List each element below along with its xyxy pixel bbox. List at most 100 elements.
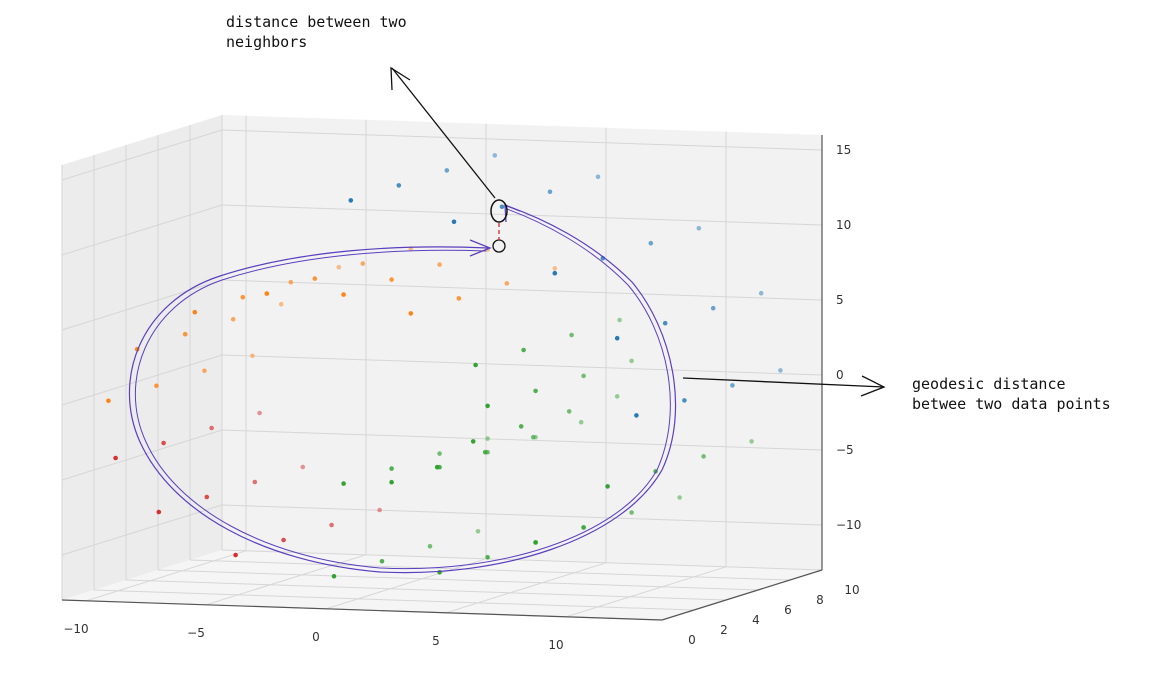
y-tick-label: 2 <box>720 623 728 637</box>
data-point <box>154 383 159 389</box>
gridline-y <box>125 579 727 601</box>
gridline-y <box>221 549 823 571</box>
gridline-x <box>565 566 727 618</box>
arrowhead-right-icon <box>469 239 492 257</box>
data-point <box>377 507 382 513</box>
annotation-layer <box>128 66 886 574</box>
data-point <box>348 198 354 203</box>
data-point <box>252 479 258 485</box>
gridline-y <box>157 569 759 591</box>
data-point <box>240 294 246 300</box>
data-point <box>629 358 634 364</box>
data-point <box>662 320 668 326</box>
y-tick-label: 6 <box>784 603 792 617</box>
x-tick-label: 5 <box>432 634 440 648</box>
data-point <box>156 509 162 515</box>
floor-pane <box>62 550 822 620</box>
geodesic-path-second-stroke <box>134 208 671 570</box>
data-point <box>552 270 558 276</box>
data-point <box>605 484 610 489</box>
left-pane <box>62 115 222 600</box>
data-point <box>106 398 111 404</box>
data-point <box>710 305 716 311</box>
data-point <box>552 266 558 271</box>
data-point <box>288 279 294 285</box>
y-tick-label: 4 <box>752 613 760 627</box>
data-point <box>521 347 526 353</box>
arrowhead-icon <box>390 66 411 91</box>
data-point <box>312 276 318 281</box>
data-point <box>230 316 236 322</box>
data-point <box>482 449 488 455</box>
geodesic-annotation: geodesic distance betwee two data points <box>912 374 1111 414</box>
data-point <box>300 464 306 470</box>
back-pane <box>222 115 822 570</box>
y-tick-label: 10 <box>844 583 859 597</box>
x-axis-line <box>61 599 663 621</box>
data-point <box>161 440 166 446</box>
data-point <box>504 281 510 286</box>
z-tick-label: 0 <box>836 368 844 382</box>
data-point <box>331 574 337 579</box>
geodesic-pointer-arrow <box>682 377 885 388</box>
data-point <box>389 277 394 282</box>
data-point <box>682 398 687 403</box>
data-point <box>281 537 286 543</box>
data-point <box>379 559 385 564</box>
data-point <box>533 540 538 545</box>
data-points <box>106 153 783 579</box>
neighbors-annotation: distance between two neighbors <box>226 12 407 52</box>
geodesic-annotation-line2: betwee two data points <box>912 395 1111 413</box>
data-point <box>485 403 490 409</box>
data-point <box>595 174 601 180</box>
data-point <box>257 410 262 416</box>
gridline-z <box>61 429 223 481</box>
data-point <box>264 291 270 296</box>
data-point <box>614 394 620 399</box>
data-point <box>470 439 476 444</box>
data-point <box>434 464 440 470</box>
gridline-z <box>221 129 823 151</box>
data-point <box>437 570 442 575</box>
data-point <box>569 332 574 338</box>
data-point <box>336 264 342 270</box>
gridline-x <box>85 550 247 602</box>
data-point <box>437 262 442 267</box>
gridline-z <box>61 129 223 181</box>
data-point <box>749 439 754 444</box>
z-tick-label: −10 <box>836 518 861 532</box>
data-point <box>341 481 346 486</box>
gridlines <box>61 115 823 621</box>
data-point <box>233 552 238 558</box>
gridline-z <box>221 279 823 301</box>
gridline-z <box>61 279 223 331</box>
data-point <box>451 219 457 225</box>
data-point <box>758 290 764 296</box>
data-point <box>617 317 622 323</box>
data-point <box>192 309 198 315</box>
data-point <box>581 525 586 530</box>
data-point <box>566 409 572 414</box>
data-point <box>614 335 620 341</box>
data-point <box>634 413 639 418</box>
data-point <box>730 383 735 388</box>
data-point <box>485 436 490 441</box>
data-point <box>456 296 462 301</box>
data-point <box>360 261 366 266</box>
data-point <box>396 183 402 188</box>
data-point <box>444 168 450 173</box>
data-point <box>250 353 255 359</box>
data-point <box>547 189 553 195</box>
gridline-y <box>189 559 791 581</box>
z-tick-label: 10 <box>836 218 851 232</box>
data-point <box>389 466 394 471</box>
z-tick-label: 5 <box>836 293 844 307</box>
data-point <box>437 451 442 456</box>
x-tick-label: 10 <box>548 638 563 652</box>
x-tick-label: 0 <box>312 630 320 644</box>
z-tick-label: 15 <box>836 143 851 157</box>
data-point <box>648 240 654 246</box>
data-point <box>578 419 584 425</box>
tick-labels: −10 −5 0 5 10 0 2 4 6 8 10 −10 −5 0 5 10 15 <box>63 143 861 652</box>
data-point <box>341 292 346 297</box>
